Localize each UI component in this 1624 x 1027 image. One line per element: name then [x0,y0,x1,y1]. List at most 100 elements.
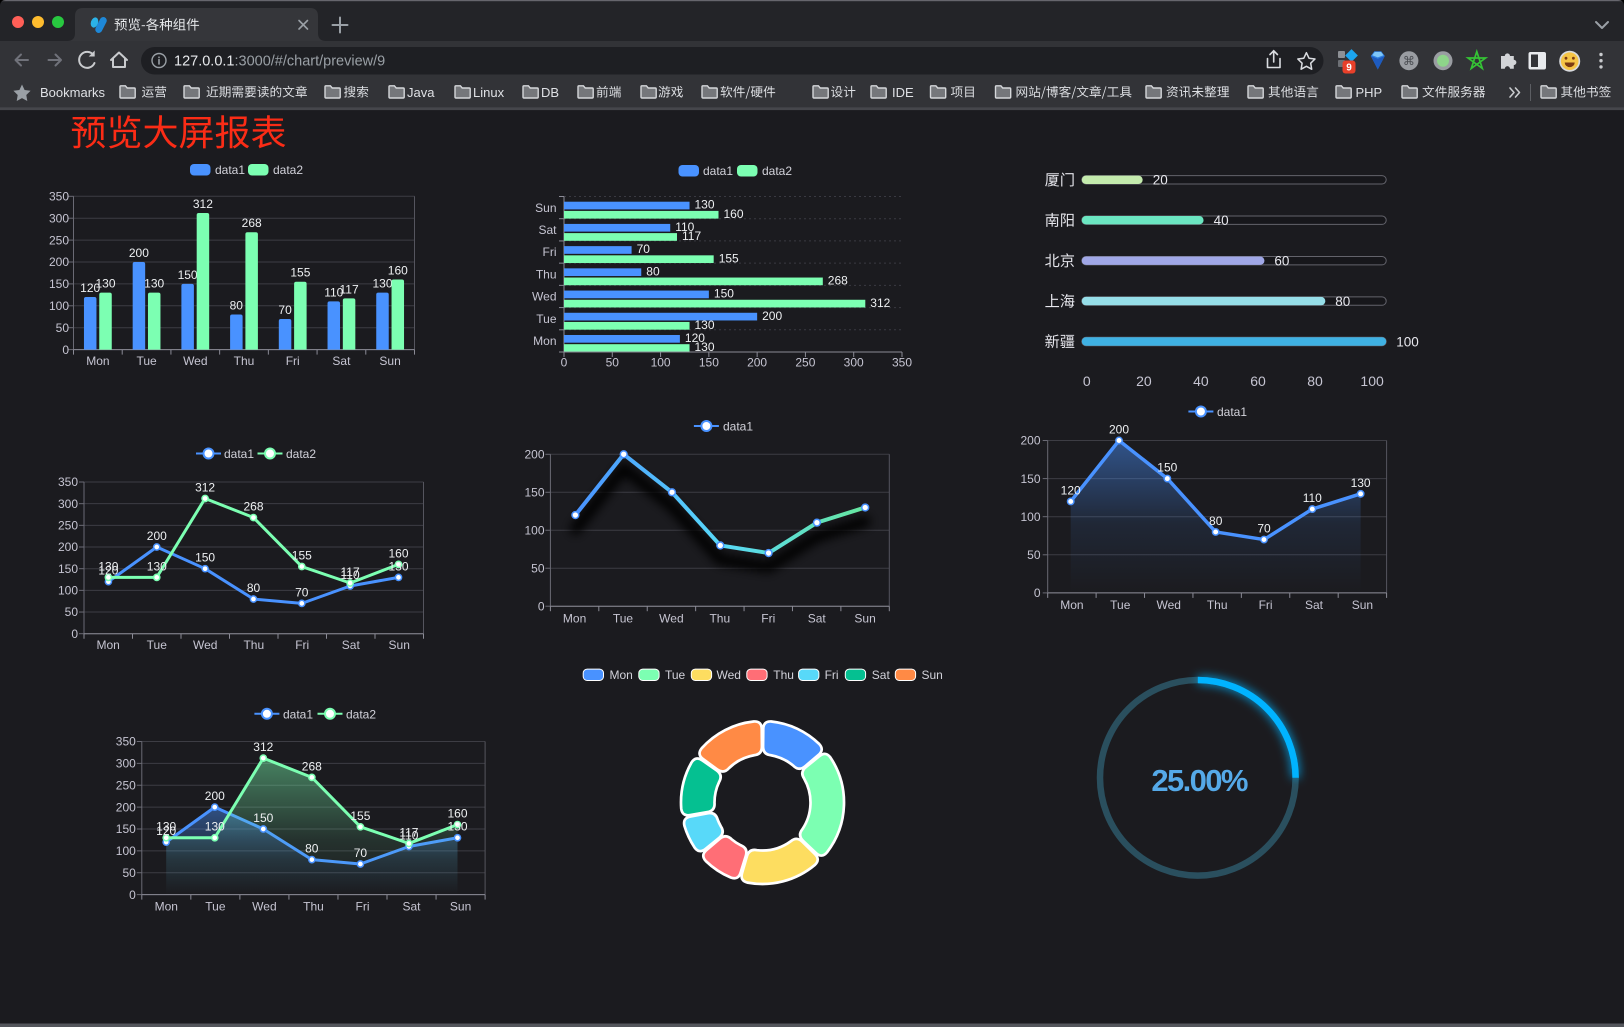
svg-text:25.00%: 25.00% [1151,763,1248,798]
svg-text:⌘: ⌘ [1403,54,1415,68]
svg-text:70: 70 [637,242,651,256]
svg-text:Tue: Tue [1110,598,1131,612]
svg-text:data1: data1 [215,163,245,177]
svg-text:data1: data1 [703,164,733,178]
svg-text:110: 110 [324,285,343,299]
svg-text:Wed: Wed [183,354,207,368]
svg-text:20: 20 [1153,173,1168,188]
svg-text:Sun: Sun [450,900,471,914]
svg-text:Sun: Sun [535,201,556,215]
svg-text:Mon: Mon [97,638,120,652]
svg-text:data2: data2 [286,447,316,461]
svg-text:70: 70 [354,846,368,860]
svg-text:9: 9 [1346,63,1352,74]
svg-text:130: 130 [95,277,115,291]
svg-text:Fri: Fri [761,612,775,626]
svg-text:0: 0 [1083,373,1091,389]
svg-text:50: 50 [56,321,70,335]
svg-text:Tue: Tue [613,612,634,626]
svg-text:Fri: Fri [825,668,839,682]
svg-text:200: 200 [524,448,544,462]
svg-text:150: 150 [116,822,136,836]
svg-text:150: 150 [58,562,78,576]
svg-text:150: 150 [49,277,69,291]
svg-text:Thu: Thu [773,668,794,682]
svg-text:155: 155 [719,251,739,265]
svg-text:Thu: Thu [1207,598,1228,612]
svg-text:200: 200 [129,246,149,260]
svg-text:Sun: Sun [379,354,400,368]
svg-text:268: 268 [242,216,262,230]
svg-text:Fri: Fri [1259,598,1273,612]
svg-text:200: 200 [205,789,225,803]
svg-text:150: 150 [714,287,734,301]
svg-text:100: 100 [1360,373,1384,389]
svg-text:Sun: Sun [389,638,410,652]
svg-text:130: 130 [205,820,225,834]
svg-text:350: 350 [58,475,78,489]
svg-text:150: 150 [699,356,719,370]
svg-text:100: 100 [58,584,78,598]
svg-text:Wed: Wed [1156,598,1180,612]
svg-text:Sun: Sun [1352,598,1373,612]
svg-text:Mon: Mon [610,668,633,682]
svg-text:Sat: Sat [1305,598,1324,612]
svg-text:Java: Java [407,85,435,100]
svg-text:data2: data2 [273,163,303,177]
svg-text:160: 160 [388,546,408,560]
svg-text:Mon: Mon [155,900,178,914]
svg-text:120: 120 [1061,484,1081,498]
svg-text:200: 200 [1020,434,1040,448]
svg-text:130: 130 [156,820,176,834]
svg-text:Thu: Thu [303,900,324,914]
svg-text:Sat: Sat [538,223,557,237]
svg-text:250: 250 [116,778,136,792]
svg-text:data1: data1 [283,707,313,721]
svg-text:120: 120 [80,281,100,295]
svg-text:Linux: Linux [473,85,505,100]
svg-text:PHP: PHP [1356,85,1383,100]
svg-text:150: 150 [253,811,273,825]
svg-text:150: 150 [1020,472,1040,486]
svg-text:130: 130 [1351,476,1371,490]
svg-text:250: 250 [795,356,815,370]
svg-text:200: 200 [747,356,767,370]
svg-text:117: 117 [341,565,360,579]
svg-text:155: 155 [350,809,370,823]
svg-text:0: 0 [561,356,568,370]
svg-text:Thu: Thu [243,638,264,652]
svg-text:20: 20 [1136,373,1152,389]
svg-text:300: 300 [49,211,69,225]
svg-text:50: 50 [65,605,79,619]
svg-text:130: 130 [147,559,167,573]
svg-text:120: 120 [685,331,705,345]
svg-text:200: 200 [147,529,167,543]
svg-text:Tue: Tue [136,354,157,368]
svg-text:130: 130 [372,277,392,291]
svg-text:Sat: Sat [808,612,827,626]
svg-text:150: 150 [195,551,215,565]
svg-text:0: 0 [1034,586,1041,600]
svg-text:350: 350 [116,735,136,749]
svg-text:160: 160 [388,264,408,278]
svg-text:268: 268 [243,500,263,514]
svg-text:70: 70 [278,303,292,317]
svg-text:268: 268 [828,274,848,288]
svg-text:Sun: Sun [922,668,943,682]
svg-text:Wed: Wed [717,668,741,682]
svg-text:Bookmarks: Bookmarks [40,85,106,100]
svg-text:80: 80 [646,264,660,278]
svg-text:Thu: Thu [536,267,557,281]
svg-text:130: 130 [388,559,408,573]
svg-text:200: 200 [762,309,782,323]
svg-text:data1: data1 [224,447,254,461]
svg-text:200: 200 [49,255,69,269]
svg-text:Tue: Tue [147,638,168,652]
svg-text:80: 80 [1335,294,1350,309]
svg-text:120: 120 [156,824,176,838]
svg-text:0: 0 [538,599,545,613]
svg-text:80: 80 [1307,373,1323,389]
svg-text:130: 130 [98,559,118,573]
svg-text:0: 0 [71,627,78,641]
svg-text:80: 80 [1209,514,1223,528]
